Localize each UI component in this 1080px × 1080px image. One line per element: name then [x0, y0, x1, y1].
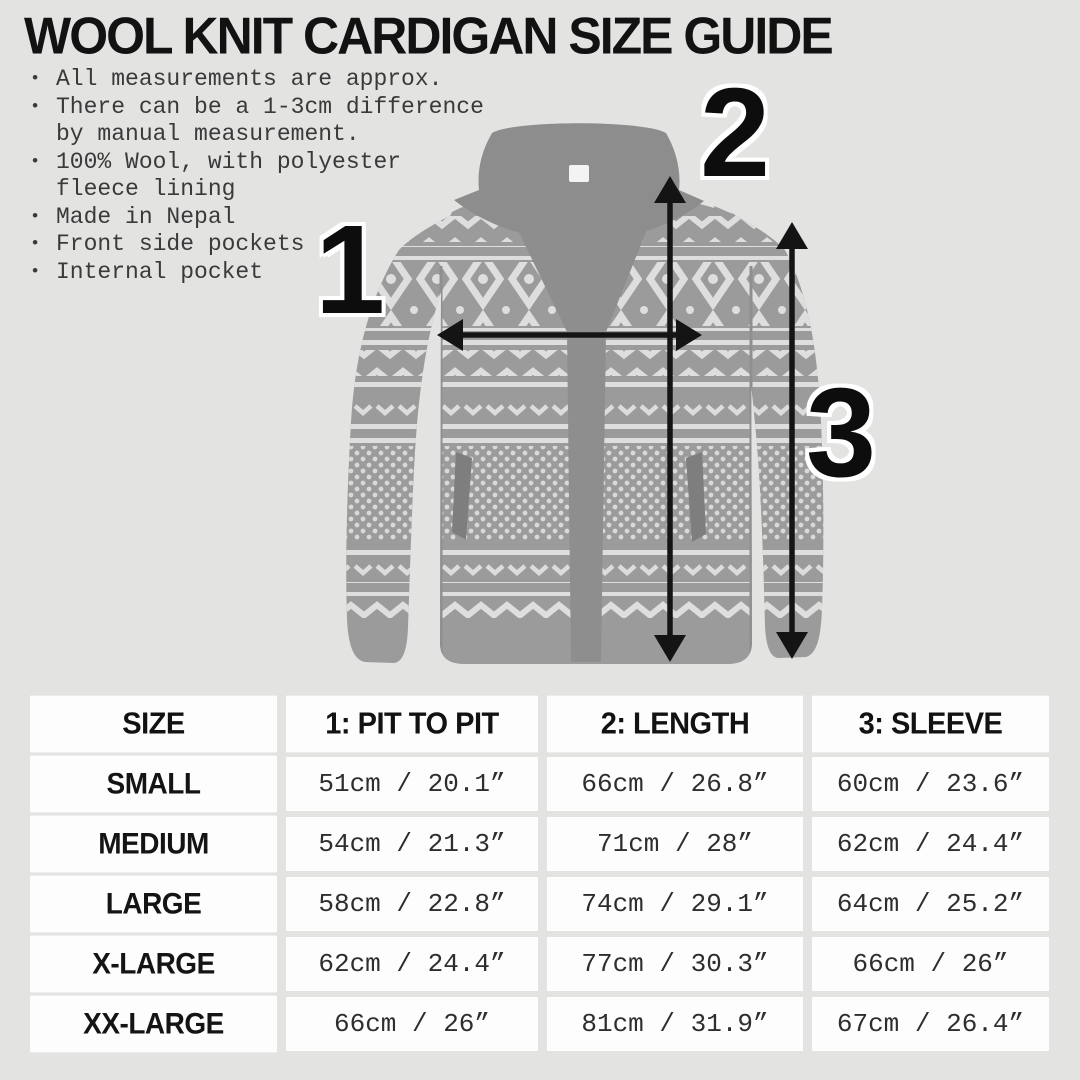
- note-text-continued: fleece lining: [56, 176, 236, 202]
- table-cell-length: 77cm / 30.3”: [547, 937, 803, 991]
- measure-label-2: 2: [700, 62, 771, 203]
- note-text: Made in Nepal: [56, 203, 236, 230]
- page-title: WOOL KNIT CARDIGAN SIZE GUIDE: [24, 7, 834, 65]
- table-cell-sleeve: 62cm / 24.4”: [812, 817, 1049, 871]
- table-cell-sleeve: 66cm / 26”: [812, 937, 1049, 991]
- table-cell-sleeve: 67cm / 26.4”: [812, 997, 1049, 1051]
- note-text-continued: by manual measurement.: [56, 121, 360, 147]
- table-cell-sleeve: 60cm / 23.6”: [812, 757, 1049, 811]
- note-item: • There can be a 1-3cm difference by manu…: [30, 94, 510, 149]
- pocket-right: [686, 452, 706, 542]
- table-cell-pit: 62cm / 24.4”: [286, 937, 538, 991]
- notes-list: • All measurements are approx. • There c…: [30, 66, 510, 286]
- note-item: • Front side pockets: [30, 231, 510, 259]
- table-cell-pit: 51cm / 20.1”: [286, 757, 538, 811]
- note-item: • All measurements are approx.: [30, 66, 510, 94]
- measure-label-3: 3: [806, 362, 877, 503]
- note-item: • Internal pocket: [30, 259, 510, 287]
- table-row-size: X-LARGE: [30, 935, 277, 993]
- bullet-icon: •: [30, 262, 41, 282]
- sleeve-arrow: [776, 222, 808, 659]
- table-row-size: LARGE: [30, 875, 277, 933]
- table-cell-pit: 66cm / 26”: [286, 997, 538, 1051]
- bullet-icon: •: [30, 70, 41, 89]
- neck-tag: [569, 165, 589, 182]
- table-row-size: SMALL: [30, 755, 277, 813]
- column-header-pit: 1: PIT TO PIT: [286, 695, 538, 753]
- pit-to-pit-arrow: [437, 319, 702, 351]
- table-cell-sleeve: 64cm / 25.2”: [812, 877, 1049, 931]
- table-row-size: MEDIUM: [30, 815, 277, 873]
- table-cell-length: 74cm / 29.1”: [547, 877, 803, 931]
- note-text: Internal pocket: [56, 258, 264, 285]
- table-cell-length: 66cm / 26.8”: [547, 757, 803, 811]
- table-cell-length: 71cm / 28”: [547, 817, 803, 871]
- note-item: • Made in Nepal: [30, 204, 510, 232]
- size-table: SIZE 1: PIT TO PIT 2: LENGTH 3: SLEEVE S…: [30, 695, 1050, 1053]
- table-cell-pit: 54cm / 21.3”: [286, 817, 538, 871]
- pocket-left: [452, 452, 472, 540]
- cardigan-illustration: [346, 123, 824, 664]
- bullet-icon: •: [30, 235, 41, 254]
- bullet-icon: •: [30, 207, 41, 227]
- column-header-length: 2: LENGTH: [547, 695, 803, 753]
- zipper-placket: [514, 222, 650, 662]
- note-item: • 100% Wool, with polyester fleece lining: [30, 149, 510, 204]
- bullet-icon: •: [30, 152, 41, 172]
- table-cell-length: 81cm / 31.9”: [547, 997, 803, 1051]
- column-header-sleeve: 3: SLEEVE: [812, 695, 1049, 753]
- note-text: All measurements are approx.: [56, 66, 443, 92]
- bullet-icon: •: [30, 97, 41, 117]
- table-cell-pit: 58cm / 22.8”: [286, 877, 538, 931]
- note-text: Front side pockets: [56, 231, 305, 257]
- note-text: There can be a 1-3cm difference: [56, 93, 484, 120]
- note-text: 100% Wool, with polyester: [56, 148, 402, 175]
- table-row-size: XX-LARGE: [30, 995, 277, 1053]
- measure-label-1: 1: [315, 199, 386, 340]
- length-arrow: [654, 176, 686, 662]
- column-header-size: SIZE: [30, 695, 277, 753]
